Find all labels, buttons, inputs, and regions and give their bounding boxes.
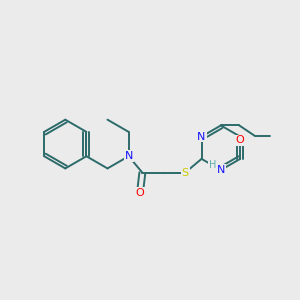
Text: O: O <box>236 136 244 146</box>
Text: N: N <box>217 165 225 175</box>
Text: S: S <box>182 168 189 178</box>
Text: O: O <box>136 188 144 198</box>
Text: H: H <box>209 160 216 170</box>
Text: N: N <box>124 151 133 161</box>
Text: N: N <box>197 132 206 142</box>
